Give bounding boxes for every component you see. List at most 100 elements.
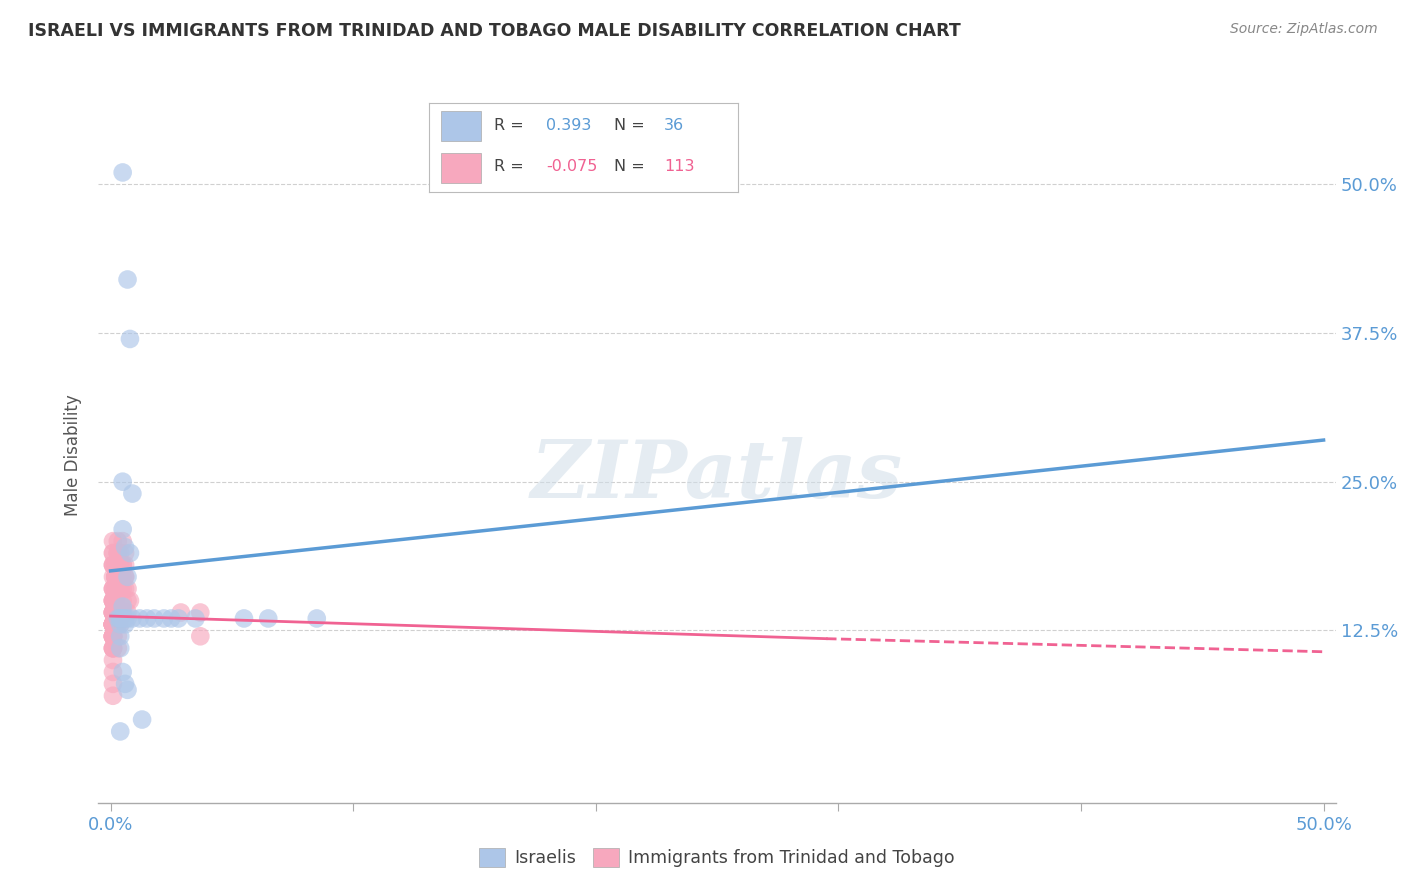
Point <box>114 582 136 596</box>
Point <box>107 558 129 572</box>
Point <box>104 570 127 584</box>
Point <box>233 611 256 625</box>
Point <box>101 593 124 607</box>
Text: ZIPatlas: ZIPatlas <box>531 437 903 515</box>
Point <box>110 570 132 584</box>
Point <box>184 611 207 625</box>
Point <box>104 582 127 596</box>
Point <box>114 540 136 554</box>
Point <box>107 558 129 572</box>
Point <box>111 522 134 536</box>
Point <box>101 593 124 607</box>
Point <box>188 629 211 643</box>
Point <box>101 582 124 596</box>
Text: Source: ZipAtlas.com: Source: ZipAtlas.com <box>1230 22 1378 37</box>
Point <box>110 582 132 596</box>
Point <box>101 606 124 620</box>
Point <box>257 611 280 625</box>
Point <box>110 617 132 632</box>
Point <box>101 582 124 596</box>
Point <box>170 606 193 620</box>
Point <box>101 617 124 632</box>
Point <box>101 606 124 620</box>
Point <box>107 534 129 549</box>
Point <box>104 593 127 607</box>
Point <box>101 546 124 560</box>
Point <box>114 677 136 691</box>
Point <box>104 570 127 584</box>
Text: 0.393: 0.393 <box>547 119 592 133</box>
Point <box>104 582 127 596</box>
Point <box>117 582 139 596</box>
Point <box>104 582 127 596</box>
Point <box>111 599 134 614</box>
Point <box>101 689 124 703</box>
Point <box>136 611 159 625</box>
Point <box>110 629 132 643</box>
Point <box>104 570 127 584</box>
Point <box>305 611 328 625</box>
Point <box>101 617 124 632</box>
Point <box>107 570 129 584</box>
Point <box>104 558 127 572</box>
Point <box>121 486 143 500</box>
Point <box>101 546 124 560</box>
Text: N =: N = <box>614 160 645 174</box>
Point <box>101 629 124 643</box>
Point <box>104 582 127 596</box>
Point <box>110 558 132 572</box>
Point <box>111 593 134 607</box>
Bar <box>441 153 481 183</box>
Point <box>111 611 134 625</box>
Point <box>110 617 132 632</box>
Point <box>117 682 139 697</box>
Point <box>101 653 124 667</box>
Point <box>118 546 141 560</box>
Point <box>110 724 132 739</box>
Point <box>114 546 136 560</box>
Point <box>101 629 124 643</box>
Point <box>101 641 124 656</box>
Point <box>107 558 129 572</box>
Point <box>101 617 124 632</box>
Point <box>118 332 141 346</box>
Point <box>101 593 124 607</box>
Point <box>107 606 129 620</box>
Point <box>110 582 132 596</box>
Text: R =: R = <box>494 160 523 174</box>
Point <box>107 558 129 572</box>
Point <box>121 611 143 625</box>
Text: 113: 113 <box>664 160 695 174</box>
Point <box>114 558 136 572</box>
Point <box>107 582 129 596</box>
Point <box>107 546 129 560</box>
Point <box>110 570 132 584</box>
Point <box>107 641 129 656</box>
Point <box>111 534 134 549</box>
Point <box>107 570 129 584</box>
Point <box>114 570 136 584</box>
Point <box>111 606 134 620</box>
Point <box>101 617 124 632</box>
Point <box>101 534 124 549</box>
Point <box>104 570 127 584</box>
Point <box>110 558 132 572</box>
Point <box>143 611 166 625</box>
Point <box>107 606 129 620</box>
Point <box>101 677 124 691</box>
Point <box>117 611 139 625</box>
Point <box>101 606 124 620</box>
Point <box>110 570 132 584</box>
Point <box>167 611 190 625</box>
Point <box>128 611 150 625</box>
Point <box>110 611 132 625</box>
Point <box>101 617 124 632</box>
Point <box>101 629 124 643</box>
Point <box>111 475 134 489</box>
Point <box>107 617 129 632</box>
Point <box>107 558 129 572</box>
Point <box>104 558 127 572</box>
Point <box>160 611 183 625</box>
Point <box>188 606 211 620</box>
Point <box>104 617 127 632</box>
